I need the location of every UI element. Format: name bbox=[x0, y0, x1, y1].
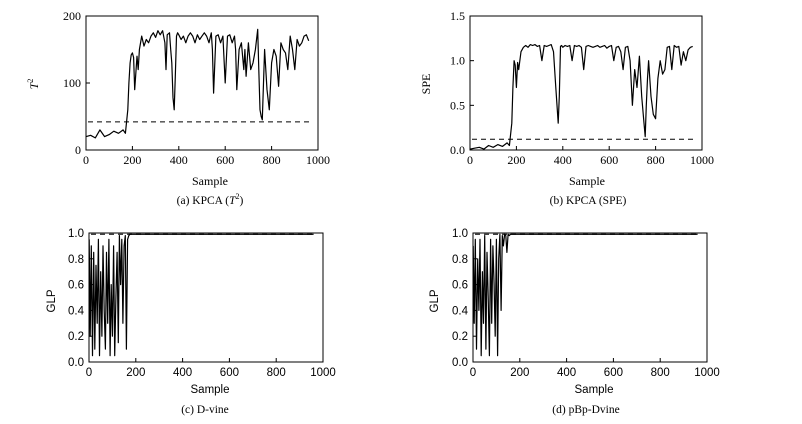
y-axis-label: GLP bbox=[46, 289, 58, 312]
chart-panel-c: 0 200 400 600 800 1000 0.0 0.2 0.4 0.6 0.8 1.0 Sampl… bbox=[46, 228, 336, 416]
x-tick-label: 800 bbox=[267, 367, 286, 379]
series-line bbox=[470, 43, 693, 150]
x-axis-label: Sample bbox=[569, 174, 605, 188]
y-tick-label: 0.0 bbox=[68, 357, 84, 369]
y-tick-label: 0.6 bbox=[68, 280, 84, 292]
x-tick-label: 600 bbox=[220, 367, 239, 379]
x-tick-label: 0 bbox=[470, 367, 476, 379]
x-axis-label: Sample bbox=[192, 174, 228, 188]
y-tick-label: 0 bbox=[75, 143, 81, 157]
x-tick-label: 600 bbox=[600, 153, 618, 167]
x-tick-label: 400 bbox=[173, 367, 192, 379]
plot-frame bbox=[472, 232, 708, 363]
y-tick-label: 0.0 bbox=[450, 143, 465, 157]
x-axis-label: Sample bbox=[575, 384, 614, 396]
y-tick-label: 1.5 bbox=[450, 9, 465, 23]
x-tick-label: 1000 bbox=[306, 153, 330, 167]
y-axis-label: GLP bbox=[429, 289, 441, 312]
y-tick-label: 1.0 bbox=[450, 54, 465, 68]
x-tick-label: 1000 bbox=[690, 153, 714, 167]
y-tick-label: 0.4 bbox=[452, 305, 469, 317]
y-axis-label: T2 bbox=[26, 79, 41, 90]
y-tick-label: 1.0 bbox=[68, 228, 84, 240]
x-tick-label: 0 bbox=[83, 153, 89, 167]
x-tick-label: 800 bbox=[263, 153, 281, 167]
panel-caption: (b) KPCA (SPE) bbox=[550, 195, 627, 207]
y-tick-label: 200 bbox=[63, 9, 81, 23]
x-tick-label: 1000 bbox=[310, 367, 336, 379]
series-line bbox=[88, 233, 314, 357]
y-tick-label: 0.5 bbox=[450, 98, 465, 112]
x-tick-label: 600 bbox=[216, 153, 234, 167]
y-tick-label: 0.6 bbox=[452, 280, 468, 292]
y-tick-label: 0.8 bbox=[68, 254, 84, 266]
x-tick-label: 200 bbox=[510, 367, 529, 379]
panel-caption: (a) KPCA (T2) bbox=[177, 192, 244, 207]
y-tick-label: 0.8 bbox=[452, 254, 468, 266]
x-tick-label: 800 bbox=[647, 153, 665, 167]
x-tick-label: 0 bbox=[86, 367, 92, 379]
plot-frame bbox=[469, 15, 703, 151]
x-tick-label: 800 bbox=[651, 367, 670, 379]
x-tick-label: 1000 bbox=[694, 367, 720, 379]
x-tick-label: 0 bbox=[467, 153, 473, 167]
y-tick-label: 0.0 bbox=[452, 357, 468, 369]
panel-caption: (d) pBp-Dvine bbox=[552, 404, 619, 416]
x-tick-label: 400 bbox=[554, 153, 572, 167]
y-tick-label: 0.4 bbox=[68, 305, 85, 317]
chart-panel-b: 0 200 400 600 800 1000 0.0 0.5 1.0 1.5 Sample SPE (b… bbox=[419, 9, 714, 207]
x-tick-label: 200 bbox=[123, 153, 141, 167]
x-tick-label: 400 bbox=[170, 153, 188, 167]
y-tick-label: 0.2 bbox=[452, 331, 468, 343]
x-tick-label: 600 bbox=[604, 367, 623, 379]
plot-frame bbox=[88, 232, 324, 363]
y-axis-label: SPE bbox=[419, 74, 433, 95]
chart-panel-a: 0 200 400 600 800 1000 0 100 200 Sample T2 (a) KPCA… bbox=[26, 9, 330, 207]
x-tick-label: 200 bbox=[507, 153, 525, 167]
chart-panel-d: 0 200 400 600 800 1000 0.0 0.2 0.4 0.6 0.8 1.0 Sampl… bbox=[429, 228, 720, 416]
series-line bbox=[472, 233, 698, 357]
y-tick-label: 100 bbox=[63, 76, 81, 90]
x-tick-label: 400 bbox=[557, 367, 576, 379]
y-tick-label: 0.2 bbox=[68, 331, 84, 343]
y-tick-label: 1.0 bbox=[452, 228, 468, 240]
x-tick-label: 200 bbox=[126, 367, 145, 379]
x-axis-label: Sample bbox=[191, 384, 230, 396]
panel-caption: (c) D-vine bbox=[181, 404, 229, 416]
series-line bbox=[86, 28, 310, 139]
